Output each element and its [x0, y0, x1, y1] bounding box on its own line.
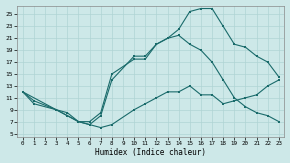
- X-axis label: Humidex (Indice chaleur): Humidex (Indice chaleur): [95, 148, 206, 157]
